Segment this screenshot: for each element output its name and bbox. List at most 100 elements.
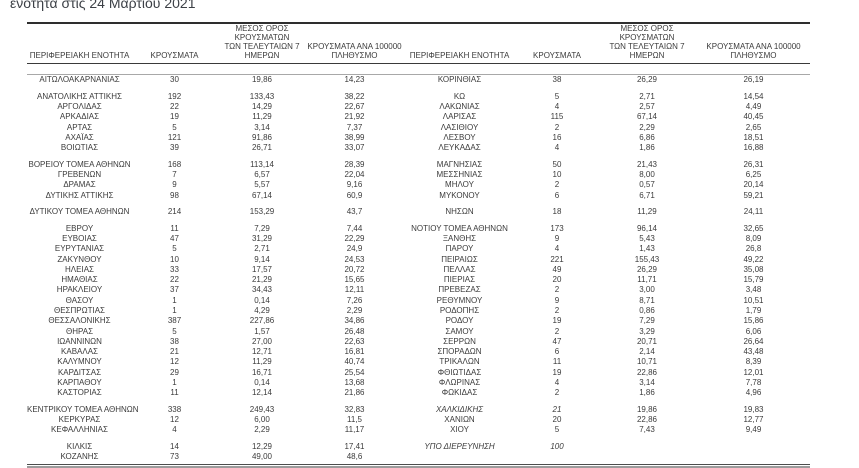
per100k-value-right [697,442,810,452]
cases-value-right: 6 [554,347,560,357]
cases-value-left: 338 [167,404,182,414]
table-body: ΑΙΤΩΛΟΑΚΑΡΝΑΝΙΑΣ 30 19,86 14,23 ΚΟΡΙΝΘΙΑΣ 38 2… [27,75,810,463]
region-name-left: ΗΜΑΘΙΑΣ [61,275,98,285]
region-name-left: ΚΑΡΔΙΤΣΑΣ [57,367,102,377]
cases-value-left: 4 [172,425,177,435]
region-name-left: ΘΕΣΠΡΩΤΙΑΣ [54,305,105,315]
per100k-value-right: 8,09 [745,233,762,243]
per100k-value-right: 26,8 [745,244,762,254]
per100k-value-left: 26,48 [344,326,365,336]
region-name-right: ΛΕΥΚΑΔΑΣ [438,143,481,153]
region-name-left: ΚΑΡΠΑΘΟΥ [57,378,102,388]
avg7-value-right: 20,71 [636,336,658,346]
avg7-value-left: 91,86 [251,132,273,142]
avg7-value-left: 67,14 [251,190,273,200]
cases-value-left: 21 [170,347,179,357]
avg7-value-right: 6,71 [639,190,655,200]
cases-value-right: 19 [552,367,562,377]
per100k-value-left: 12,11 [344,285,365,295]
per100k-value-right: 12,77 [743,415,764,425]
table-row: ΗΛΕΙΑΣ 33 17,57 20,72 ΠΕΛΛΑΣ 49 26,29 35,08 [27,265,810,275]
region-name-right: ΧΑΛΚΙΔΙΚΗΣ [435,404,484,414]
table-row: ΚΑΡΠΑΘΟΥ 1 0,14 13,68 ΦΛΩΡΙΝΑΣ 4 3,14 7,78 [27,378,810,388]
per100k-value-left: 9,16 [346,180,363,190]
table-row: ΘΑΣΟΥ 1 0,14 7,26 ΡΕΘΥΜΝΟΥ 9 8,71 10,51 [27,296,810,306]
per100k-value-left: 7,26 [346,295,363,305]
per100k-value-right: 49,22 [743,254,764,264]
cases-value-right: 221 [550,254,564,264]
region-name-left: ΚΑΛΥΜΝΟΥ [57,357,102,367]
cases-value-left: 12 [170,357,179,367]
region-name-right: ΧΙΟΥ [450,425,469,435]
cases-value-left: 5 [172,326,177,336]
region-name-left: ΖΑΚΥΝΘΟΥ [57,254,102,264]
region-name-right: ΡΟΔΟΥ [445,316,474,326]
per100k-value-left: 11,17 [344,425,365,435]
cases-value-left: 7 [172,170,177,180]
per100k-value-left: 33,07 [344,143,365,153]
table-row: ΔΥΤΙΚΟΥ ΤΟΜΕΑ ΑΘΗΝΩΝ 214 153,29 43,7 ΝΗΣΩΝ 18… [27,207,810,217]
region-name-right: ΠΙΕΡΙΑΣ [443,275,476,285]
header-avg7-left: ΜΕΣΟΣ ΟΡΟΣ ΚΡΟΥΣΜΑΤΩΝ ΤΩΝ ΤΕΛΕΥΤΑΙΩΝ 7 Η… [217,23,307,64]
cases-value-right [517,452,597,462]
per100k-value-right: 14,54 [743,91,764,101]
avg7-value-right: 26,29 [636,264,658,274]
region-name-right: ΠΕΙΡΑΙΩΣ [441,254,478,264]
region-name-right: ΦΩΚΙΔΑΣ [441,388,478,398]
region-name-left: ΚΕΡΚΥΡΑΣ [58,415,101,425]
table-row: ΑΡΤΑΣ 5 3,14 7,37 ΛΑΣΙΘΙΟΥ 2 2,29 2,65 [27,123,810,133]
avg7-value-right: 5,43 [639,233,655,243]
cases-value-left: 192 [167,91,182,101]
region-name-right: ΧΑΝΙΩΝ [444,415,475,425]
per100k-value-left: 24,9 [346,244,363,254]
avg7-value-left: 1,57 [254,326,270,336]
per100k-value-left: 2,29 [346,305,363,315]
cases-value-left: 37 [170,285,179,295]
region-name-right: ΣΕΡΡΩΝ [443,336,476,346]
cases-value-left: 14 [170,441,179,451]
avg7-value-left: 5,57 [254,180,270,190]
avg7-value-right: 1,43 [639,244,655,254]
per100k-value-right: 24,11 [743,207,764,217]
per100k-value-left: 34,86 [344,316,365,326]
avg7-value-left: 12,29 [251,441,273,451]
per100k-value-left: 20,72 [344,264,365,274]
cases-value-left: 121 [167,132,182,142]
per100k-value-right: 40,45 [743,112,764,122]
per100k-value-left: 11,5 [347,415,362,425]
page-title: ενότητα στις 24 Μαρτίου 2021 [10,0,196,11]
cases-value-right: 49 [552,264,562,274]
avg7-value-right: 8,71 [639,295,655,305]
region-name-right: ΝΗΣΩΝ [445,207,474,217]
region-name-right: ΤΡΙΚΑΛΩΝ [439,357,480,367]
cases-value-right: 6 [554,190,560,200]
region-name-right: ΡΕΘΥΜΝΟΥ [436,295,483,305]
region-name-left: ΑΡΓΟΛΙΔΑΣ [57,102,102,112]
cases-value-right: 5 [554,91,560,101]
avg7-value-right: 8,00 [639,170,655,180]
region-name-right: ΣΠΟΡΑΔΩΝ [437,347,482,357]
avg7-value-right: 22,86 [636,415,658,425]
cases-value-left: 38 [170,336,179,346]
region-name-right: ΦΘΙΩΤΙΔΑΣ [437,367,482,377]
region-name-right: ΜΥΚΟΝΟΥ [439,190,480,200]
avg7-value-right: 1,86 [639,388,655,398]
per100k-value-left: 22,67 [344,102,365,112]
avg7-value-right: 2,29 [639,122,655,132]
table-row: ΖΑΚΥΝΘΟΥ 10 9,14 24,53 ΠΕΙΡΑΙΩΣ 221 155,43 49,2… [27,255,810,265]
region-name-right: ΜΗΛΟΥ [445,180,474,190]
avg7-value-left: 133,43 [249,91,275,101]
region-name-right: ΛΑΚΩΝΙΑΣ [439,102,480,112]
avg7-value-left: 21,29 [251,275,273,285]
cases-value-right: 2 [554,180,560,190]
avg7-value-right: 11,71 [637,275,657,285]
avg7-value-left: 249,43 [249,404,275,414]
cases-value-right: 18 [552,207,562,217]
per100k-value-left: 28,39 [344,159,365,169]
cases-value-left: 1 [172,378,177,388]
per100k-value-left: 40,74 [344,357,365,367]
cases-value-right: 2 [554,388,560,398]
cases-value-left: 1 [172,305,177,315]
avg7-value-right: 2,14 [639,347,655,357]
region-name-right: ΣΑΜΟΥ [445,326,474,336]
